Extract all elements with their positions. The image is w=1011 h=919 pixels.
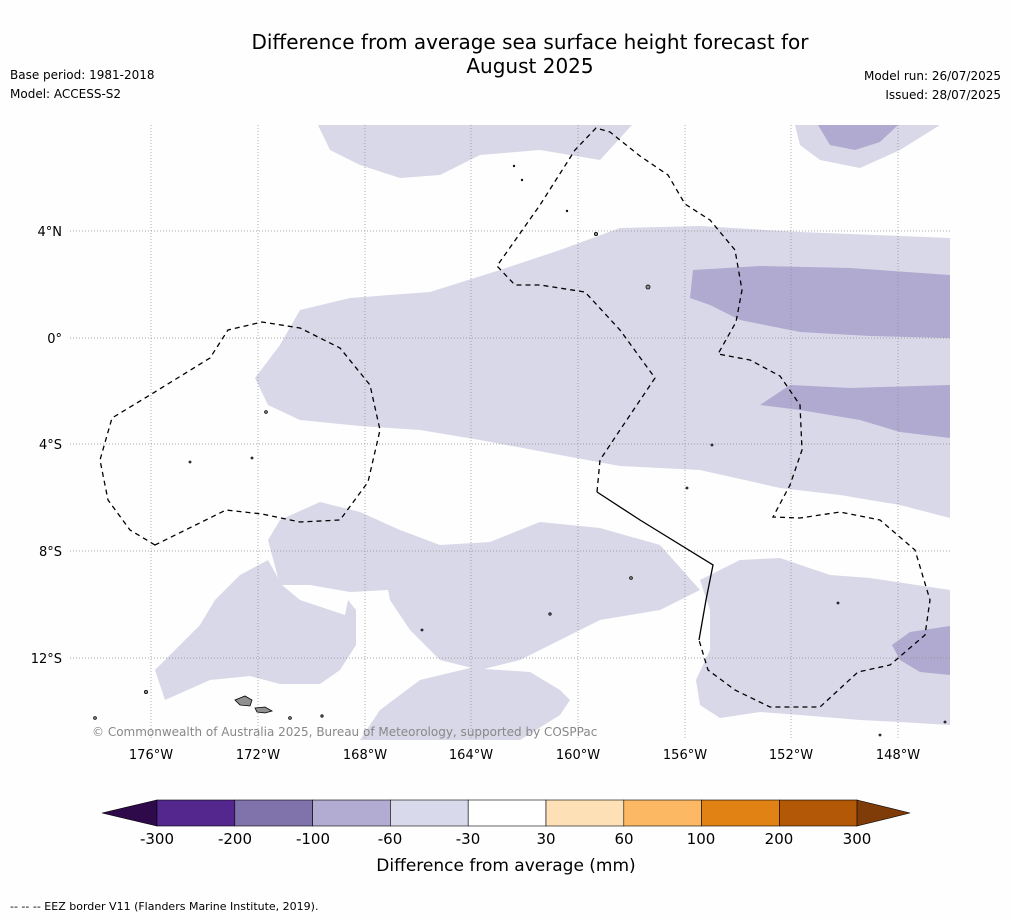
copyright-notice: © Commonwealth of Australia 2025, Bureau… xyxy=(92,725,597,739)
eez-border-solid-segment xyxy=(596,491,714,641)
island-samoa-upolu xyxy=(254,706,274,714)
island-1 xyxy=(594,231,599,236)
island-6 xyxy=(548,612,552,616)
island-12 xyxy=(685,486,689,490)
anomaly-core-east-lower xyxy=(760,385,950,438)
anomaly-region-south-central xyxy=(268,502,700,670)
colorbar-tick: 60 xyxy=(614,830,633,848)
island-7 xyxy=(93,716,97,720)
colorbar-label: Difference from average (mm) xyxy=(376,856,635,876)
model-run: Model run: 26/07/2025 xyxy=(863,69,1001,83)
eez-border-west xyxy=(99,321,381,546)
graticule xyxy=(70,125,950,740)
colorbar-tick: -300 xyxy=(140,830,174,848)
island-4 xyxy=(143,690,148,695)
title-line-2: August 2025 xyxy=(466,54,594,78)
island-14 xyxy=(520,178,524,182)
meta-right: Model run: 26/07/2025 Issued: 28/07/2025 xyxy=(864,67,1001,105)
colorbar-tick: -100 xyxy=(296,830,330,848)
eez-border-central xyxy=(496,127,931,708)
island-19 xyxy=(878,733,882,737)
colorbar-tick: -30 xyxy=(456,830,481,848)
anomaly-region-north xyxy=(318,125,632,178)
eez-border-solid xyxy=(596,491,714,641)
colorbar-segment xyxy=(156,799,236,827)
colorbar-segment xyxy=(779,799,858,827)
lat-label: 4°S xyxy=(39,438,62,453)
colorbar-segment xyxy=(234,799,313,827)
lon-label: 156°W xyxy=(663,748,707,763)
anomaly-region-southeast xyxy=(696,558,950,725)
lon-label: 152°W xyxy=(769,748,813,763)
colorbar-segment xyxy=(701,799,780,827)
colorbar-extend-high xyxy=(856,799,911,827)
eez-borders xyxy=(99,127,931,708)
island-16 xyxy=(188,460,192,464)
colorbar-tick: 300 xyxy=(843,830,872,848)
lat-label: 0° xyxy=(47,332,62,347)
colorbar-tick: 100 xyxy=(687,830,716,848)
colorbar-extend-low xyxy=(101,799,158,827)
colorbar-segment xyxy=(467,799,547,827)
island-13 xyxy=(512,164,516,168)
lat-label: 4°N xyxy=(38,225,63,240)
anomaly-core-east-upper xyxy=(690,266,950,338)
eez-legend-note: -- -- -- EEZ border V11 (Flanders Marine… xyxy=(10,900,319,913)
island-18 xyxy=(836,601,840,605)
lon-labels: 176°W 172°W 168°W 164°W 160°W 156°W 152°… xyxy=(129,748,920,763)
island-15 xyxy=(565,209,569,213)
island-3 xyxy=(264,410,268,414)
issued-date: Issued: 28/07/2025 xyxy=(885,88,1001,102)
model-name: Model: ACCESS-S2 xyxy=(10,87,122,101)
lat-label: 8°S xyxy=(39,545,62,560)
island-9 xyxy=(320,714,324,718)
island-2 xyxy=(645,284,651,290)
colorbar-tick: -60 xyxy=(378,830,403,848)
anomaly-light-regions xyxy=(155,125,950,740)
colorbar: -300 -200 -100 -60 -30 30 60 100 200 300… xyxy=(101,799,911,876)
anomaly-region-south xyxy=(360,668,570,740)
anomaly-core-northeast xyxy=(818,125,898,150)
islands xyxy=(93,164,947,737)
colorbar-segment xyxy=(312,799,391,827)
island-8 xyxy=(288,716,292,720)
island-samoa-savaii xyxy=(234,695,253,707)
title-line-1: Difference from average sea surface heig… xyxy=(251,30,809,54)
colorbar-segment xyxy=(545,799,625,827)
lon-label: 160°W xyxy=(556,748,600,763)
island-10 xyxy=(250,456,254,460)
anomaly-medium-regions xyxy=(690,125,950,675)
base-period: Base period: 1981-2018 xyxy=(10,68,155,82)
lon-label: 164°W xyxy=(449,748,493,763)
island-20 xyxy=(943,720,947,724)
colorbar-tick: 200 xyxy=(765,830,794,848)
colorbar-segment xyxy=(623,799,702,827)
island-11 xyxy=(710,443,714,447)
lon-label: 172°W xyxy=(236,748,280,763)
anomaly-core-southeast xyxy=(892,626,950,675)
lon-label: 168°W xyxy=(343,748,387,763)
lon-label: 176°W xyxy=(129,748,173,763)
meta-left: Base period: 1981-2018 Model: ACCESS-S2 xyxy=(10,66,155,104)
anomaly-region-southwest xyxy=(155,560,356,700)
island-17 xyxy=(420,628,424,632)
colorbar-tick: 30 xyxy=(536,830,555,848)
lat-label: 12°S xyxy=(31,652,62,667)
map-title: Difference from average sea surface heig… xyxy=(230,30,830,78)
lat-labels: 4°N 0° 4°S 8°S 12°S xyxy=(31,225,62,667)
lon-label: 148°W xyxy=(876,748,920,763)
colorbar-ticks: -300 -200 -100 -60 -30 30 60 100 200 300 xyxy=(140,830,871,848)
island-5 xyxy=(629,576,633,580)
map-area xyxy=(70,125,950,740)
colorbar-segment xyxy=(390,799,469,827)
colorbar-tick: -200 xyxy=(218,830,252,848)
